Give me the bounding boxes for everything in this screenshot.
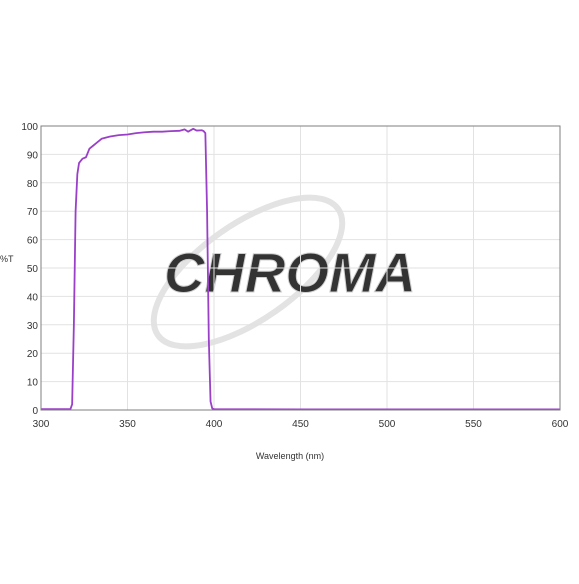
y-tick-label: 10 bbox=[27, 378, 39, 389]
y-tick-label: 80 bbox=[27, 179, 39, 190]
x-tick-labels: 300 350 400 450 500 550 600 bbox=[33, 419, 569, 430]
y-tick-label: 30 bbox=[27, 321, 39, 332]
x-tick-label: 600 bbox=[552, 419, 569, 430]
watermark-swoosh bbox=[150, 194, 346, 350]
y-tick-label: 100 bbox=[21, 122, 38, 133]
x-tick-label: 450 bbox=[292, 419, 309, 430]
y-tick-labels: 0 10 20 30 40 50 60 70 80 90 100 bbox=[21, 122, 38, 417]
x-tick-label: 350 bbox=[119, 419, 136, 430]
y-tick-label: 90 bbox=[27, 150, 39, 161]
grid bbox=[40, 125, 561, 411]
watermark-text: CHROMA bbox=[164, 241, 416, 304]
y-tick-label: 50 bbox=[27, 264, 39, 275]
plot-frame bbox=[40, 125, 561, 411]
y-tick-label: 40 bbox=[27, 292, 39, 303]
y-axis-title: %T bbox=[0, 254, 14, 264]
chroma-watermark: CHROMA bbox=[150, 194, 416, 350]
series-layer bbox=[41, 127, 560, 411]
transmission-line bbox=[41, 127, 560, 411]
y-tick-label: 70 bbox=[27, 207, 39, 218]
x-tick-label: 400 bbox=[206, 419, 223, 430]
y-tick-label: 20 bbox=[27, 349, 39, 360]
y-tick-label: 60 bbox=[27, 236, 39, 247]
x-tick-label: 500 bbox=[379, 419, 396, 430]
x-tick-label: 550 bbox=[465, 419, 482, 430]
y-tick-label: 0 bbox=[32, 406, 38, 417]
x-tick-label: 300 bbox=[33, 419, 50, 430]
x-axis-title: Wavelength (nm) bbox=[256, 451, 324, 461]
